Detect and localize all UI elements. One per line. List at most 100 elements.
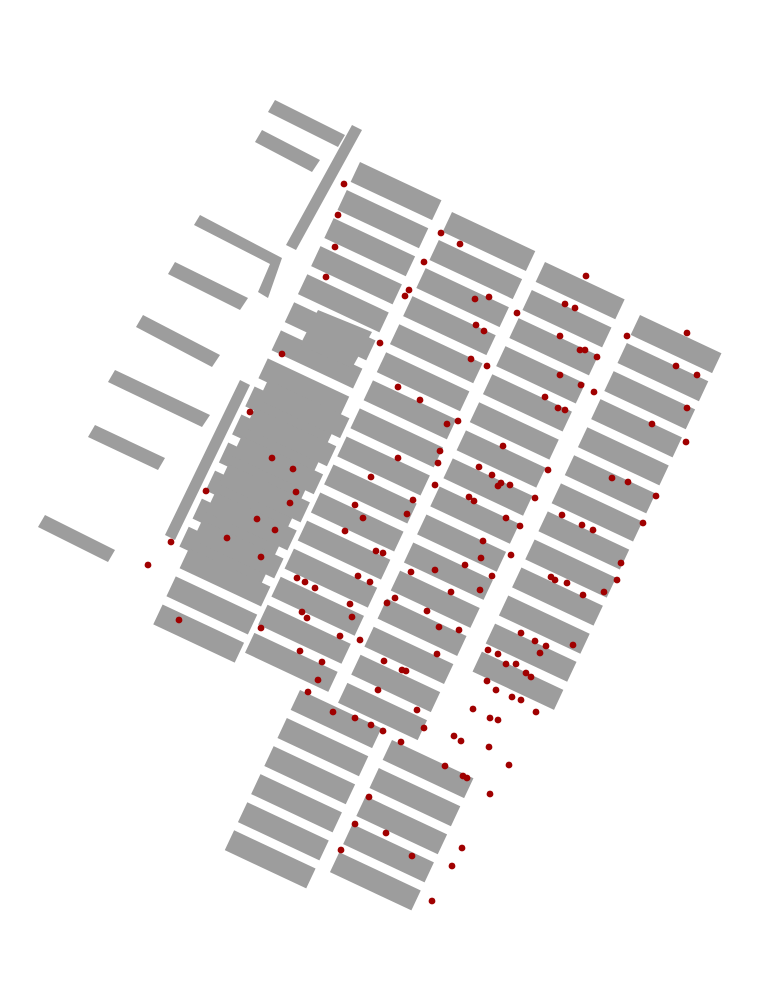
incident-point (351, 820, 359, 828)
block-col-s-5 (224, 830, 316, 889)
city-blocks (38, 100, 722, 911)
incident-point (578, 521, 586, 529)
block-col-b-4 (389, 324, 483, 384)
incident-point (443, 420, 451, 428)
incident-point (532, 708, 540, 716)
incident-point (581, 346, 589, 354)
incident-point (257, 624, 265, 632)
block-strip-west (165, 380, 250, 540)
incident-point (579, 591, 587, 599)
incident-point (554, 404, 562, 412)
block-col-a-2 (324, 218, 416, 277)
block-col-w-1 (245, 408, 337, 467)
block-col-d-8 (525, 539, 617, 598)
incident-point (286, 499, 294, 507)
incident-point (423, 607, 431, 615)
incident-point (461, 561, 469, 569)
incident-point (613, 576, 621, 584)
incident-point (517, 696, 525, 704)
incident-point (431, 566, 439, 574)
incident-point (351, 501, 359, 509)
block-col-w-0 (258, 380, 350, 439)
incident-point (416, 396, 424, 404)
incident-point (483, 677, 491, 685)
block-col-c-3 (496, 346, 586, 404)
incident-point (293, 574, 301, 582)
incident-point (379, 549, 387, 557)
block-col-b-11 (297, 520, 391, 580)
incident-point (356, 636, 364, 644)
incident-point (407, 568, 415, 576)
incident-point (304, 688, 312, 696)
block-col-s2-4 (329, 852, 421, 911)
incident-point (561, 300, 569, 308)
incident-point (593, 353, 601, 361)
incident-point (563, 579, 571, 587)
incident-point (351, 714, 359, 722)
block-col-w-4 (205, 492, 297, 551)
block-col-b-3 (403, 296, 496, 356)
incident-point (367, 473, 375, 481)
incident-point (465, 493, 473, 501)
incident-point (488, 572, 496, 580)
incident-point (318, 658, 326, 666)
incident-point (486, 714, 494, 722)
block-col-c-7 (443, 458, 533, 516)
incident-point (329, 708, 337, 716)
incident-point (624, 478, 632, 486)
incident-point (683, 404, 691, 412)
block-large-west (300, 310, 372, 368)
incident-point (484, 646, 492, 654)
incident-point (365, 793, 373, 801)
incident-point (354, 572, 362, 580)
incident-point (471, 295, 479, 303)
block-col-d-7 (538, 511, 630, 570)
incident-point (292, 488, 300, 496)
incident-point (367, 721, 375, 729)
incident-point (469, 705, 477, 713)
incident-point (569, 641, 577, 649)
incident-point (366, 578, 374, 586)
block-col-b-7 (350, 408, 444, 468)
incident-points (144, 180, 701, 905)
block-col-s-2 (264, 746, 356, 805)
block-col-b-10 (310, 492, 404, 552)
incident-point (346, 600, 354, 608)
incident-point (322, 273, 330, 281)
incident-point (463, 774, 471, 782)
incident-point (600, 588, 608, 596)
block-col-a-7 (258, 358, 350, 417)
incident-point (341, 527, 349, 535)
incident-point (513, 309, 521, 317)
incident-point (372, 547, 380, 555)
incident-point (582, 272, 590, 280)
incident-point (639, 519, 647, 527)
incident-point (502, 660, 510, 668)
incident-point (450, 732, 458, 740)
incident-point (472, 321, 480, 329)
block-fringe-3 (168, 262, 248, 310)
incident-point (536, 649, 544, 657)
block-col-d-2 (604, 371, 696, 430)
incident-point (278, 350, 286, 358)
incident-point (682, 438, 690, 446)
incident-point (420, 258, 428, 266)
incident-point (544, 466, 552, 474)
block-col-d-6 (551, 483, 643, 542)
incident-point (253, 515, 261, 523)
incident-point (175, 616, 183, 624)
incident-point (556, 332, 564, 340)
block-col-c-15 (338, 682, 428, 741)
incident-point (303, 614, 311, 622)
block-col-b-2 (416, 268, 509, 328)
block-fringe-6 (88, 425, 165, 470)
block-fringe-4 (136, 315, 220, 367)
incident-point (576, 346, 584, 354)
incident-point (437, 229, 445, 237)
incident-point (420, 724, 428, 732)
incident-point (394, 454, 402, 462)
incident-point (257, 553, 265, 561)
incident-point (337, 846, 345, 854)
incident-point (571, 304, 579, 312)
